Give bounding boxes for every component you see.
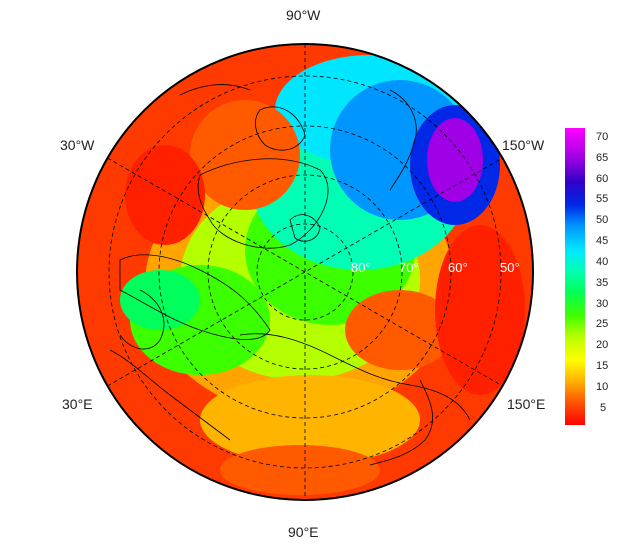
colorbar-tick: 40 — [596, 256, 609, 268]
colorbar-tick: 50 — [596, 214, 609, 226]
lon-label-left-upper: 30°W — [60, 137, 95, 153]
colorbar-tick: 15 — [596, 360, 609, 372]
colorbar-tick: 70 — [596, 131, 609, 143]
map-boundary — [76, 43, 534, 501]
coastlines — [109, 84, 471, 466]
lon-label-right-upper: 150°W — [502, 137, 545, 153]
colorbar-tick: 20 — [596, 339, 609, 351]
lat-label-80: 80° — [351, 260, 371, 275]
lat-label-50: 50° — [500, 260, 520, 275]
lat-label-70: 70° — [399, 260, 419, 275]
colorbar — [565, 128, 585, 425]
lon-label-bottom: 90°E — [288, 524, 319, 540]
lon-label-left-lower: 30°E — [62, 396, 93, 412]
colorbar-tick: 5 — [600, 402, 607, 414]
lon-label-top: 90°W — [286, 7, 321, 23]
data-field — [77, 44, 533, 500]
colorbar-tick: 65 — [596, 152, 609, 164]
graticule — [107, 44, 503, 500]
colorbar-tick: 25 — [596, 318, 609, 330]
colorbar-tick: 10 — [596, 381, 609, 393]
colorbar-tick: 55 — [596, 193, 609, 205]
colorbar-tick: 45 — [596, 235, 609, 247]
colorbar-tick: 30 — [596, 298, 609, 310]
colorbar-tick: 35 — [596, 277, 609, 289]
lon-label-right-lower: 150°E — [507, 396, 546, 412]
colorbar-tick: 60 — [596, 173, 609, 185]
lat-label-60: 60° — [448, 260, 468, 275]
